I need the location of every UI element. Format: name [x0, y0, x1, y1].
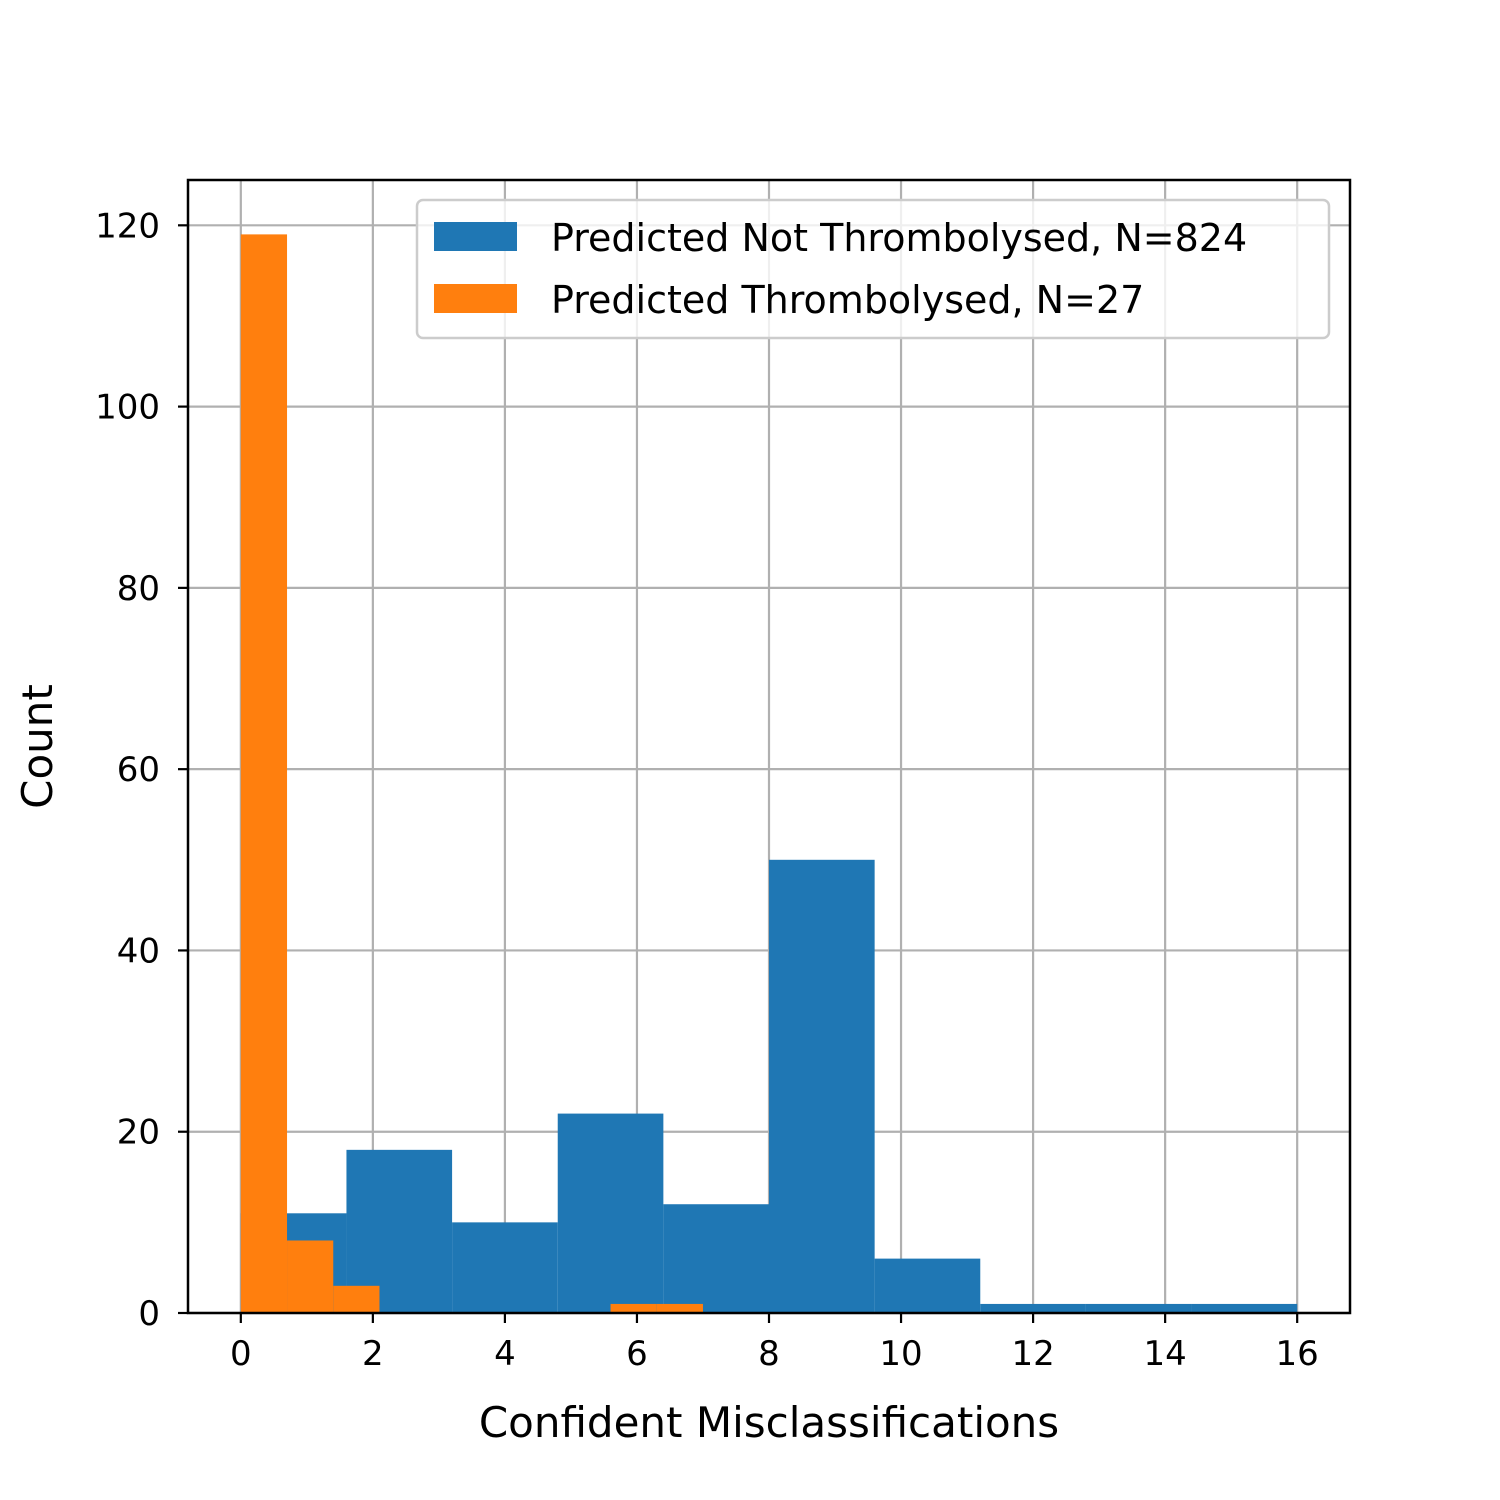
bar	[874, 1258, 981, 1313]
bar	[240, 234, 288, 1313]
y-tick-label: 40	[117, 931, 160, 971]
x-axis-label: Confident Misclassifications	[479, 1398, 1059, 1447]
series-1-bars	[240, 234, 703, 1313]
legend-swatch-not-thrombolysed	[434, 222, 517, 251]
y-axis-label: Count	[13, 684, 62, 809]
x-tick-label: 12	[1011, 1334, 1054, 1374]
grid	[188, 180, 1350, 1315]
bar	[663, 1204, 769, 1313]
x-tick-label: 4	[494, 1334, 516, 1374]
legend-box	[415, 198, 1331, 340]
bar	[769, 859, 875, 1313]
x-tick-label: 0	[230, 1334, 252, 1374]
x-tick-label: 10	[879, 1334, 922, 1374]
legend-swatch-thrombolysed	[434, 284, 517, 313]
ticks: 0 2 4 6 8 10 12 14 16 0 20 40 60 80 100 120	[95, 206, 1319, 1374]
bar	[287, 1240, 334, 1313]
y-tick-label: 60	[117, 750, 160, 790]
legend-label-not-thrombolysed: Predicted Not Thrombolysed, N=824	[551, 216, 1247, 260]
x-tick-label: 8	[758, 1334, 780, 1374]
y-tick-label: 100	[95, 388, 160, 428]
bar	[557, 1113, 664, 1313]
bar	[1191, 1303, 1298, 1313]
bar	[1085, 1303, 1192, 1313]
legend-label-thrombolysed: Predicted Thrombolysed, N=27	[551, 278, 1144, 322]
bar	[980, 1303, 1086, 1313]
bar	[452, 1222, 558, 1313]
bars	[240, 234, 1298, 1313]
bar	[610, 1303, 657, 1313]
y-tick-label: 120	[95, 206, 160, 246]
bar	[656, 1303, 703, 1313]
x-tick-label: 14	[1144, 1334, 1187, 1374]
x-tick-label: 2	[362, 1334, 384, 1374]
y-tick-label: 0	[138, 1294, 160, 1334]
x-tick-label: 6	[626, 1334, 648, 1374]
legend: Predicted Not Thrombolysed, N=824 Predic…	[415, 198, 1331, 340]
x-tick-label: 16	[1276, 1334, 1319, 1374]
bar	[333, 1285, 380, 1313]
y-tick-label: 20	[117, 1113, 160, 1153]
y-tick-label: 80	[117, 569, 160, 609]
